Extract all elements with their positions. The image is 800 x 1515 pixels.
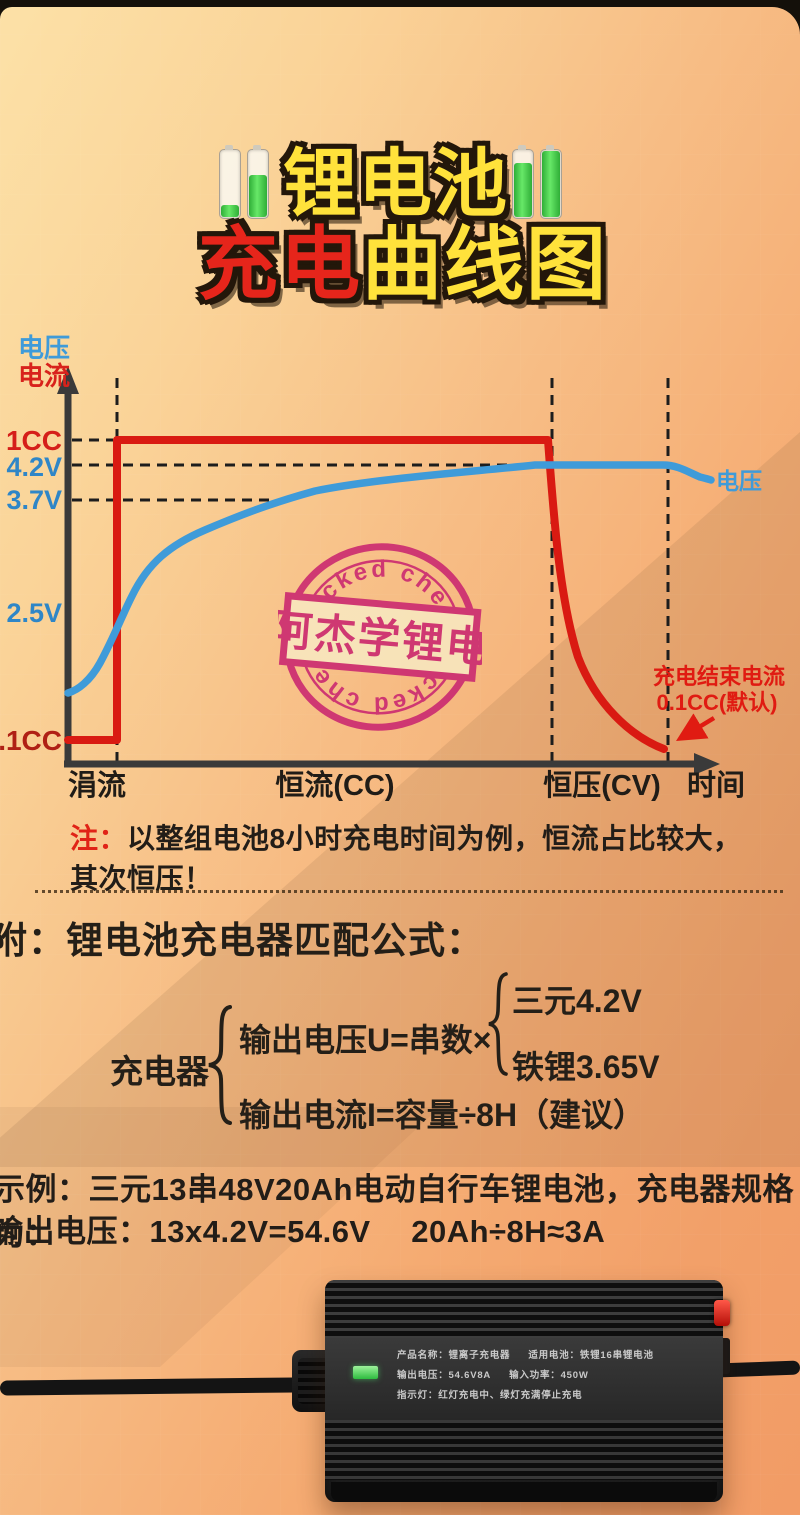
ytick-0p1cc: 0.1CC bbox=[0, 725, 62, 756]
formula-branch-current: 输出电流I=容量÷8H（建议） bbox=[239, 1097, 646, 1133]
phase-trickle: 涓流 bbox=[68, 769, 126, 802]
brace-small bbox=[488, 972, 508, 1076]
charger-product-name: 产品名称：锂离子充电器 bbox=[397, 1350, 511, 1361]
chart-note: 注：以整组电池8小时充电时间为例，恒流占比较大，其次恒压！ bbox=[70, 817, 770, 897]
charger-cable-left bbox=[0, 1377, 303, 1396]
voltage-curve-label: 电压 bbox=[716, 468, 762, 494]
y-axis-current-label: 电流 bbox=[18, 361, 70, 391]
title-line2-red: 充电 bbox=[198, 220, 362, 309]
formula-branch-voltage: 输出电压U=串数× bbox=[239, 1022, 492, 1058]
voltage-curve bbox=[64, 461, 715, 697]
charger-red-button bbox=[714, 1300, 730, 1326]
dotted-divider bbox=[35, 890, 783, 893]
ytick-2v5: 2.5V bbox=[6, 598, 62, 628]
charger-heatsink-top bbox=[325, 1280, 723, 1338]
title-line1: 锂电池 bbox=[283, 142, 508, 225]
formula-option-ternary: 三元4.2V bbox=[512, 983, 642, 1019]
annotation-line2: 0.1CC(默认) bbox=[656, 690, 777, 715]
ytick-4v2: 4.2V bbox=[6, 452, 62, 482]
y-axis-voltage-label: 电压 bbox=[18, 333, 70, 363]
charger-battery-type: 适用电池：铁锂16串锂电池 bbox=[528, 1350, 654, 1361]
formula-heading: 附：锂电池充电器匹配公式： bbox=[0, 920, 484, 961]
phase-cv: 恒压(CV) bbox=[543, 769, 661, 802]
x-axis-time-label: 时间 bbox=[687, 769, 745, 802]
charger-spec-labels: 产品名称：锂离子充电器 适用电池：铁锂16串锂电池 输出电压：54.6V8A 输… bbox=[397, 1346, 717, 1406]
charger-label-panel: 产品名称：锂离子充电器 适用电池：铁锂16串锂电池 输出电压：54.6V8A 输… bbox=[325, 1338, 723, 1420]
poster-card: 锂电池 充电曲线图 bbox=[0, 7, 800, 1515]
annotation-line1: 充电结束电流 bbox=[653, 664, 785, 689]
charger-indicator-spec: 指示灯：红灯充电中、绿灯充满停止充电 bbox=[397, 1390, 583, 1401]
note-text: 以整组电池8小时充电时间为例，恒流占比较大，其次恒压！ bbox=[70, 823, 742, 894]
stamp-plate: 阿杰学锂电 bbox=[268, 592, 492, 682]
watermark-stamp: checked checked checked checked 阿杰学锂电 bbox=[244, 502, 492, 743]
example-line2: 输出电压：13x4.2V=54.6V 20Ah÷8H≈3A bbox=[0, 1214, 606, 1249]
formula-root: 充电器 bbox=[110, 1053, 209, 1090]
brace-large bbox=[208, 1005, 232, 1125]
charger-output-spec: 输出电压：54.6V8A bbox=[397, 1370, 492, 1381]
title-line2: 充电曲线图 bbox=[198, 225, 608, 305]
ytick-1cc: 1CC bbox=[6, 425, 62, 456]
charge-curve-chart: 电压 电流 1CC 4.2V 3.7V 2.5V 0.1CC 电压 涓流 恒流(… bbox=[0, 333, 785, 802]
battery-full-icon bbox=[540, 145, 562, 219]
annotation-arrow bbox=[675, 713, 716, 742]
charger-input-power: 输入功率：450W bbox=[509, 1370, 589, 1381]
battery-low-icon bbox=[219, 145, 241, 219]
battery-icons-left bbox=[219, 145, 269, 219]
axes bbox=[57, 366, 720, 775]
charger-body: 产品名称：锂离子充电器 适用电池：铁锂16串锂电池 输出电压：54.6V8A 输… bbox=[325, 1280, 723, 1502]
note-prefix: 注： bbox=[70, 823, 128, 854]
title-line2-yellow: 曲线图 bbox=[362, 220, 608, 309]
example-line1: 示例：三元13串48V20Ah电动自行车锂电池，充电器规格为： bbox=[0, 1172, 794, 1252]
battery-high-icon bbox=[512, 145, 534, 219]
charger-green-led-sticker bbox=[353, 1366, 378, 1379]
battery-mid-icon bbox=[247, 145, 269, 219]
battery-icons-right bbox=[512, 145, 562, 219]
charger-product-photo: 产品名称：锂离子充电器 适用电池：铁锂16串锂电池 输出电压：54.6V8A 输… bbox=[0, 1272, 800, 1515]
charger-heatsink-bottom bbox=[325, 1420, 723, 1480]
phase-cc: 恒流(CC) bbox=[275, 769, 394, 802]
formula-option-lfp: 铁锂3.65V bbox=[512, 1049, 660, 1085]
charger-base bbox=[331, 1482, 717, 1502]
ytick-3v7: 3.7V bbox=[6, 485, 62, 515]
